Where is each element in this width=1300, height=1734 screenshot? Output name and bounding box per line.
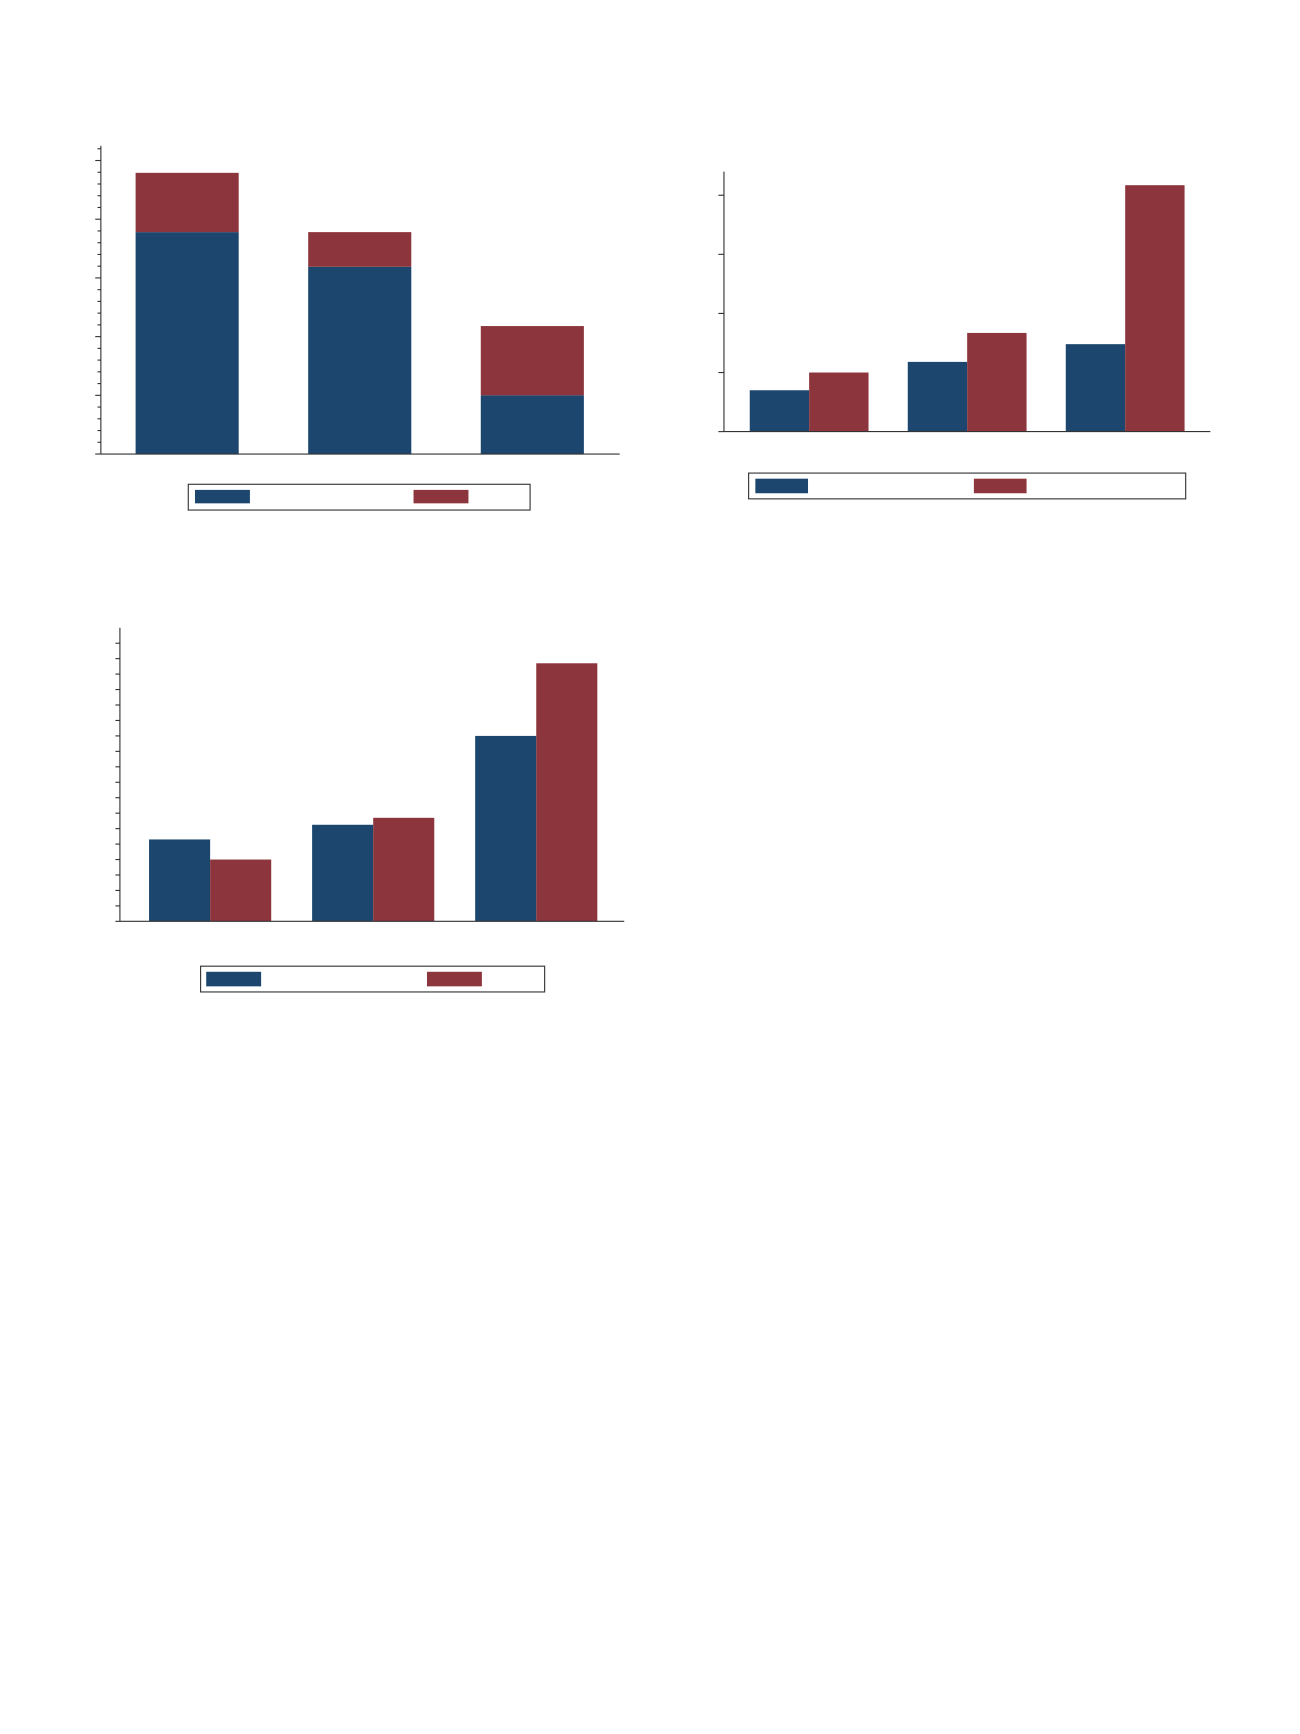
legend-swatch bbox=[755, 478, 809, 494]
bar bbox=[210, 859, 272, 922]
bar bbox=[536, 663, 598, 922]
bar bbox=[1065, 344, 1126, 432]
legend-swatch bbox=[413, 489, 469, 504]
bar bbox=[809, 372, 869, 432]
bar bbox=[480, 326, 584, 396]
bar bbox=[475, 735, 537, 922]
bar bbox=[907, 361, 968, 432]
legend-box bbox=[187, 483, 531, 511]
bar bbox=[1125, 185, 1185, 432]
bar bbox=[373, 817, 435, 922]
bar bbox=[308, 266, 412, 455]
bar bbox=[135, 232, 239, 455]
bar bbox=[135, 172, 239, 233]
legend-swatch bbox=[973, 478, 1027, 494]
bar bbox=[749, 390, 810, 432]
legend-swatch bbox=[206, 971, 262, 987]
bar bbox=[967, 332, 1027, 432]
legend-swatch bbox=[195, 489, 250, 504]
bar bbox=[480, 395, 584, 455]
legend-box bbox=[200, 965, 546, 993]
bar bbox=[308, 232, 412, 267]
bar bbox=[312, 824, 374, 922]
legend-box bbox=[748, 472, 1187, 500]
bar bbox=[149, 839, 211, 922]
legend-swatch bbox=[426, 971, 482, 987]
